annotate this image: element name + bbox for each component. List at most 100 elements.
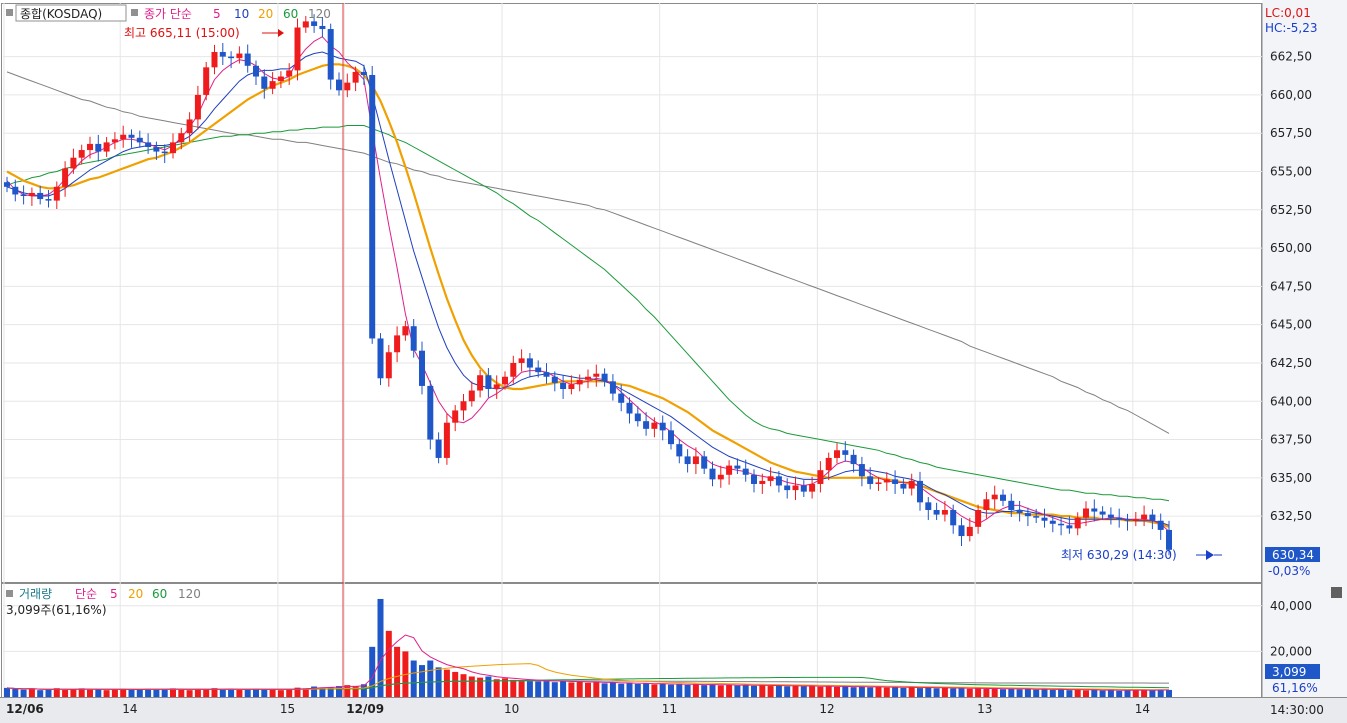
candle-body: [402, 326, 409, 336]
volume-bar: [311, 686, 318, 697]
price-tick-label: 650,00: [1270, 241, 1312, 255]
candle-body: [941, 510, 948, 515]
candle-body: [1058, 523, 1065, 526]
candle-body: [751, 474, 757, 484]
candle-body: [1116, 517, 1123, 520]
volume-bar: [941, 687, 948, 697]
candle-body: [62, 168, 69, 187]
volume-last-percent: 61,16%: [1272, 681, 1318, 695]
legend-menu-icon[interactable]: [131, 9, 138, 16]
volume-bar: [20, 689, 27, 697]
candle-body: [709, 468, 716, 480]
candle-body: [203, 67, 210, 95]
candle-body: [419, 350, 425, 386]
volume-bar: [45, 689, 52, 697]
volume-bar: [286, 689, 293, 697]
price-tick-label: 662,50: [1270, 50, 1312, 64]
candle-body: [966, 526, 973, 537]
title-box[interactable]: [15, 4, 127, 22]
chart-title: 종합(KOSDAQ): [20, 7, 102, 21]
candle-body: [883, 479, 890, 483]
candle-body: [253, 65, 259, 77]
candle-body: [1024, 513, 1031, 517]
candle-body: [1083, 508, 1089, 518]
volume-bar: [261, 689, 268, 697]
time-tick-label: 12: [819, 702, 834, 716]
volume-bar: [145, 688, 152, 697]
vol-legend-20: 20: [128, 587, 143, 601]
volume-bar: [111, 689, 118, 697]
volume-bar: [535, 681, 542, 697]
volume-bar: [12, 689, 19, 697]
volume-bar: [560, 681, 567, 697]
time-tick-label: 11: [662, 702, 677, 716]
candle-body: [950, 510, 957, 526]
volume-bar: [966, 688, 973, 697]
candle-body: [377, 338, 384, 379]
candle-body: [1066, 525, 1073, 529]
candle-body: [842, 450, 849, 455]
candle-body: [427, 385, 434, 440]
time-tick-label: 13: [977, 702, 992, 716]
candle-body: [20, 194, 27, 196]
volume-bar: [468, 676, 475, 697]
chart-menu-icon[interactable]: [6, 9, 13, 16]
volume-ma-5-line: [6, 634, 1169, 691]
volume-bar: [518, 681, 525, 697]
candle-body: [178, 133, 185, 143]
candle-body: [1041, 517, 1048, 521]
volume-bar: [975, 688, 982, 697]
candle-body: [867, 476, 874, 484]
candle-body: [410, 326, 417, 351]
candle-body: [626, 402, 633, 414]
volume-bar: [1107, 689, 1114, 697]
candle-body: [526, 358, 533, 368]
volume-bar: [37, 690, 44, 697]
volume-bar: [917, 688, 923, 697]
ma-legend-label: 종가 단순: [144, 7, 192, 21]
time-tick-label: 12/09: [346, 702, 384, 716]
volume-bar: [767, 686, 774, 697]
last-change-label: -0,03%: [1268, 564, 1310, 578]
volume-bar: [1074, 689, 1081, 697]
volume-panel-menu-icon[interactable]: [1331, 587, 1342, 598]
ma-legend-20: 20: [258, 7, 273, 21]
candle-body: [684, 456, 691, 465]
candle-body: [643, 421, 650, 429]
volume-bar: [194, 688, 201, 697]
volume-bar: [502, 678, 508, 697]
candle-body: [601, 373, 608, 382]
ma-legend-10: 10: [234, 7, 249, 21]
volume-bar: [950, 688, 957, 697]
volume-bar: [867, 687, 874, 697]
candle-body: [701, 456, 708, 469]
volume-bar: [294, 687, 301, 697]
volume-bar: [186, 690, 193, 697]
candle-body: [518, 358, 525, 363]
volume-bar: [585, 682, 591, 697]
volume-bar: [717, 685, 724, 697]
volume-bar: [1066, 690, 1073, 697]
candle-body: [153, 146, 160, 152]
candle-body: [344, 82, 351, 91]
candle-body: [618, 393, 625, 403]
volume-menu-icon[interactable]: [6, 590, 13, 597]
candle-body: [917, 480, 923, 503]
volume-bar: [170, 688, 176, 697]
volume-bar: [991, 688, 998, 697]
vol-legend-60: 60: [152, 587, 167, 601]
candle-body: [742, 468, 749, 475]
volume-bar: [676, 683, 683, 697]
candle-body: [767, 476, 774, 481]
volume-bar: [1166, 689, 1172, 697]
volume-bar: [253, 688, 259, 697]
candle-body: [485, 375, 492, 389]
price-tick-label: 655,00: [1270, 164, 1312, 178]
volume-bar: [277, 690, 284, 697]
volume-bar: [28, 688, 35, 697]
candle-body: [87, 143, 93, 151]
volume-bar: [734, 685, 741, 697]
candle-body: [651, 422, 658, 429]
price-tick-label: 632,50: [1270, 509, 1312, 523]
volume-bar: [4, 687, 10, 697]
